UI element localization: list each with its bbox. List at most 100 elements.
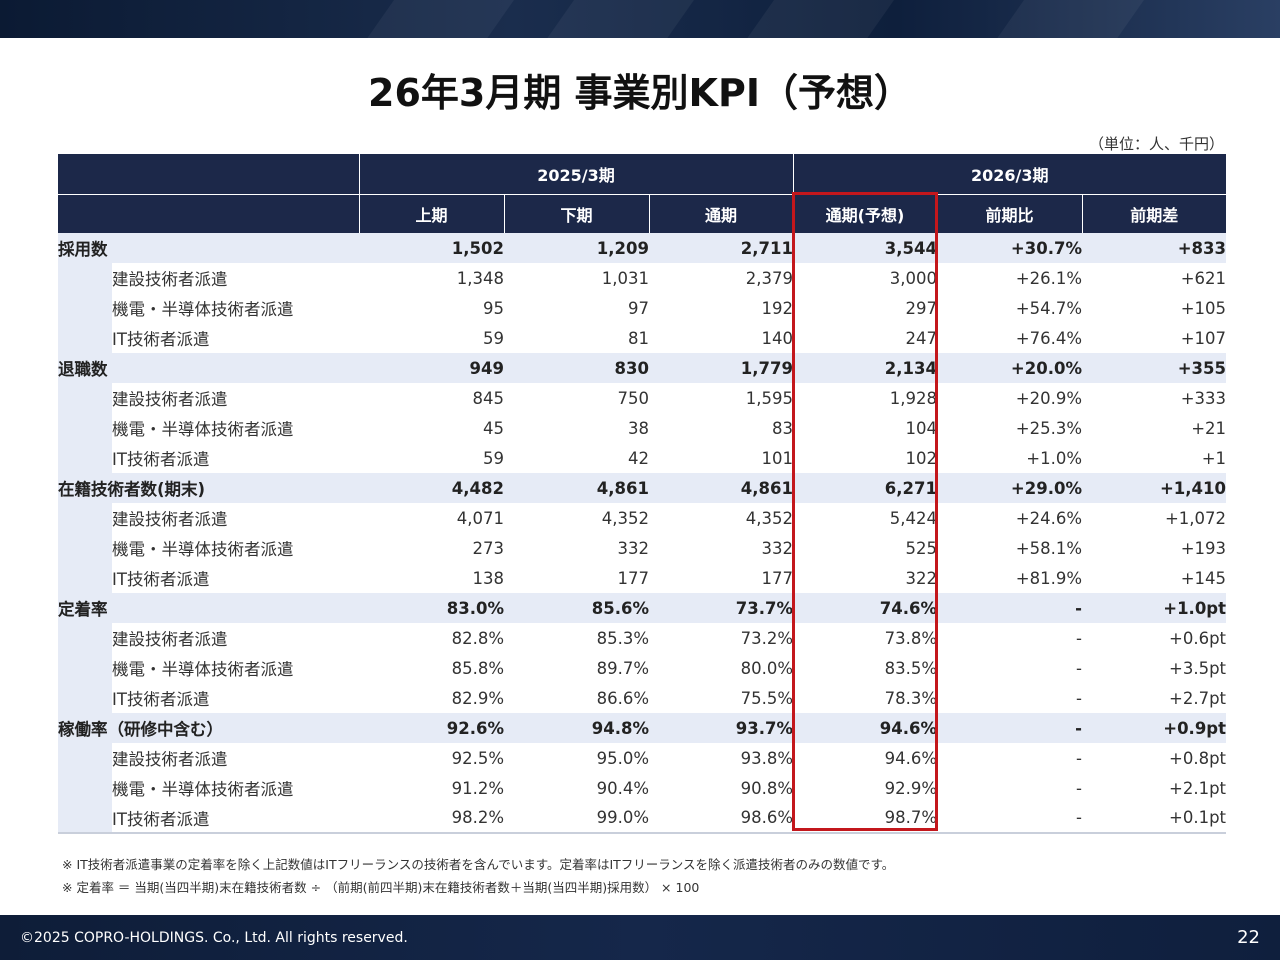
kpi-sub-row: 機電・半導体技術者派遣 273 332 332 525 +58.1% +193 — [58, 533, 1227, 563]
kpi-sub-row: 建設技術者派遣 92.5% 95.0% 93.8% 94.6% - +0.8pt — [58, 743, 1227, 773]
cell-full-year-forecast: 104 — [793, 413, 937, 443]
cell-yoy-diff: +833 — [1082, 233, 1227, 263]
kpi-sub-row: IT技術者派遣 59 81 140 247 +76.4% +107 — [58, 323, 1227, 353]
cell-second-half: 177 — [504, 563, 649, 593]
top-banner — [0, 0, 1280, 38]
cell-full-year: 73.2% — [649, 623, 793, 653]
cell-full-year-forecast: 5,424 — [793, 503, 937, 533]
kpi-sub-row: IT技術者派遣 59 42 101 102 +1.0% +1 — [58, 443, 1227, 473]
cell-yoy-ratio: - — [937, 683, 1082, 713]
cell-yoy-ratio: +58.1% — [937, 533, 1082, 563]
cell-first-half: 92.6% — [359, 713, 504, 743]
row-indent — [58, 683, 112, 713]
unit-note: （単位：人、千円） — [1088, 135, 1224, 153]
kpi-group-row: 在籍技術者数(期末) 4,482 4,861 4,861 6,271 +29.0% +1,4… — [58, 473, 1227, 503]
cell-second-half: 4,352 — [504, 503, 649, 533]
kpi-sub-label: 建設技術者派遣 — [112, 743, 359, 773]
cell-second-half: 85.6% — [504, 593, 649, 623]
header-row-periods: 2025/3期 2026/3期 — [58, 154, 1227, 195]
cell-full-year-forecast: 525 — [793, 533, 937, 563]
cell-yoy-ratio: +29.0% — [937, 473, 1082, 503]
cell-yoy-ratio: +81.9% — [937, 563, 1082, 593]
cell-yoy-ratio: +24.6% — [937, 503, 1082, 533]
cell-yoy-diff: +355 — [1082, 353, 1227, 383]
cell-first-half: 82.8% — [359, 623, 504, 653]
cell-yoy-ratio: - — [937, 803, 1082, 834]
row-indent — [58, 383, 112, 413]
cell-second-half: 85.3% — [504, 623, 649, 653]
cell-yoy-diff: +21 — [1082, 413, 1227, 443]
kpi-table: 2025/3期 2026/3期 上期 下期 通期 通期(予想) 前期比 前期差 … — [58, 154, 1227, 834]
cell-full-year-forecast: 297 — [793, 293, 937, 323]
kpi-group-row: 定着率 83.0% 85.6% 73.7% 74.6% - +1.0pt — [58, 593, 1227, 623]
cell-yoy-diff: +3.5pt — [1082, 653, 1227, 683]
cell-yoy-diff: +1,072 — [1082, 503, 1227, 533]
cell-yoy-ratio: +76.4% — [937, 323, 1082, 353]
page-number: 22 — [1237, 927, 1260, 948]
row-indent — [58, 533, 112, 563]
kpi-group-label: 採用数 — [58, 233, 359, 263]
cell-first-half: 949 — [359, 353, 504, 383]
kpi-sub-row: 機電・半導体技術者派遣 45 38 83 104 +25.3% +21 — [58, 413, 1227, 443]
cell-second-half: 42 — [504, 443, 649, 473]
kpi-sub-label: IT技術者派遣 — [112, 563, 359, 593]
cell-second-half: 1,031 — [504, 263, 649, 293]
cell-second-half: 97 — [504, 293, 649, 323]
cell-yoy-diff: +621 — [1082, 263, 1227, 293]
footnotes: ※ IT技術者派遣事業の定着率を除く上記数値はITフリーランスの技術者を含んでい… — [62, 853, 894, 899]
cell-full-year: 83 — [649, 413, 793, 443]
cell-yoy-diff: +145 — [1082, 563, 1227, 593]
cell-first-half: 95 — [359, 293, 504, 323]
cell-full-year: 2,711 — [649, 233, 793, 263]
kpi-sub-label: 機電・半導体技術者派遣 — [112, 773, 359, 803]
cell-yoy-ratio: +26.1% — [937, 263, 1082, 293]
cell-yoy-ratio: - — [937, 593, 1082, 623]
cell-second-half: 81 — [504, 323, 649, 353]
cell-first-half: 845 — [359, 383, 504, 413]
cell-yoy-ratio: +20.9% — [937, 383, 1082, 413]
cell-first-half: 82.9% — [359, 683, 504, 713]
kpi-group-label: 稼働率（研修中含む） — [58, 713, 359, 743]
period-2025-header: 2025/3期 — [359, 154, 794, 195]
cell-yoy-diff: +2.1pt — [1082, 773, 1227, 803]
kpi-group-row: 採用数 1,502 1,209 2,711 3,544 +30.7% +833 — [58, 233, 1227, 263]
cell-full-year-forecast: 1,928 — [793, 383, 937, 413]
cell-first-half: 59 — [359, 323, 504, 353]
cell-full-year-forecast: 83.5% — [793, 653, 937, 683]
cell-second-half: 99.0% — [504, 803, 649, 834]
kpi-group-label: 定着率 — [58, 593, 359, 623]
cell-full-year-forecast: 92.9% — [793, 773, 937, 803]
cell-second-half: 750 — [504, 383, 649, 413]
kpi-sub-row: 建設技術者派遣 845 750 1,595 1,928 +20.9% +333 — [58, 383, 1227, 413]
col-yoy-diff: 前期差 — [1082, 194, 1227, 233]
cell-second-half: 4,861 — [504, 473, 649, 503]
col-yoy-ratio: 前期比 — [937, 194, 1083, 233]
row-indent — [58, 623, 112, 653]
cell-yoy-ratio: +20.0% — [937, 353, 1082, 383]
kpi-sub-label: IT技術者派遣 — [112, 803, 359, 834]
kpi-group-row: 退職数 949 830 1,779 2,134 +20.0% +355 — [58, 353, 1227, 383]
cell-first-half: 98.2% — [359, 803, 504, 834]
cell-second-half: 1,209 — [504, 233, 649, 263]
kpi-sub-label: 建設技術者派遣 — [112, 383, 359, 413]
kpi-sub-label: 建設技術者派遣 — [112, 623, 359, 653]
row-indent — [58, 443, 112, 473]
kpi-group-label: 在籍技術者数(期末) — [58, 473, 359, 503]
kpi-sub-label: IT技術者派遣 — [112, 443, 359, 473]
cell-second-half: 94.8% — [504, 713, 649, 743]
cell-full-year-forecast: 73.8% — [793, 623, 937, 653]
row-indent — [58, 563, 112, 593]
cell-second-half: 38 — [504, 413, 649, 443]
page-title: 26年3月期 事業別KPI（予想） — [368, 71, 912, 115]
col-second-half: 下期 — [504, 194, 650, 233]
cell-yoy-ratio: - — [937, 773, 1082, 803]
period-2026-header: 2026/3期 — [793, 154, 1227, 195]
row-indent — [58, 803, 112, 834]
row-indent — [58, 293, 112, 323]
cell-yoy-diff: +0.8pt — [1082, 743, 1227, 773]
row-indent — [58, 503, 112, 533]
cell-full-year: 2,379 — [649, 263, 793, 293]
cell-yoy-diff: +0.1pt — [1082, 803, 1227, 834]
row-indent — [58, 653, 112, 683]
kpi-sub-label: 機電・半導体技術者派遣 — [112, 413, 359, 443]
